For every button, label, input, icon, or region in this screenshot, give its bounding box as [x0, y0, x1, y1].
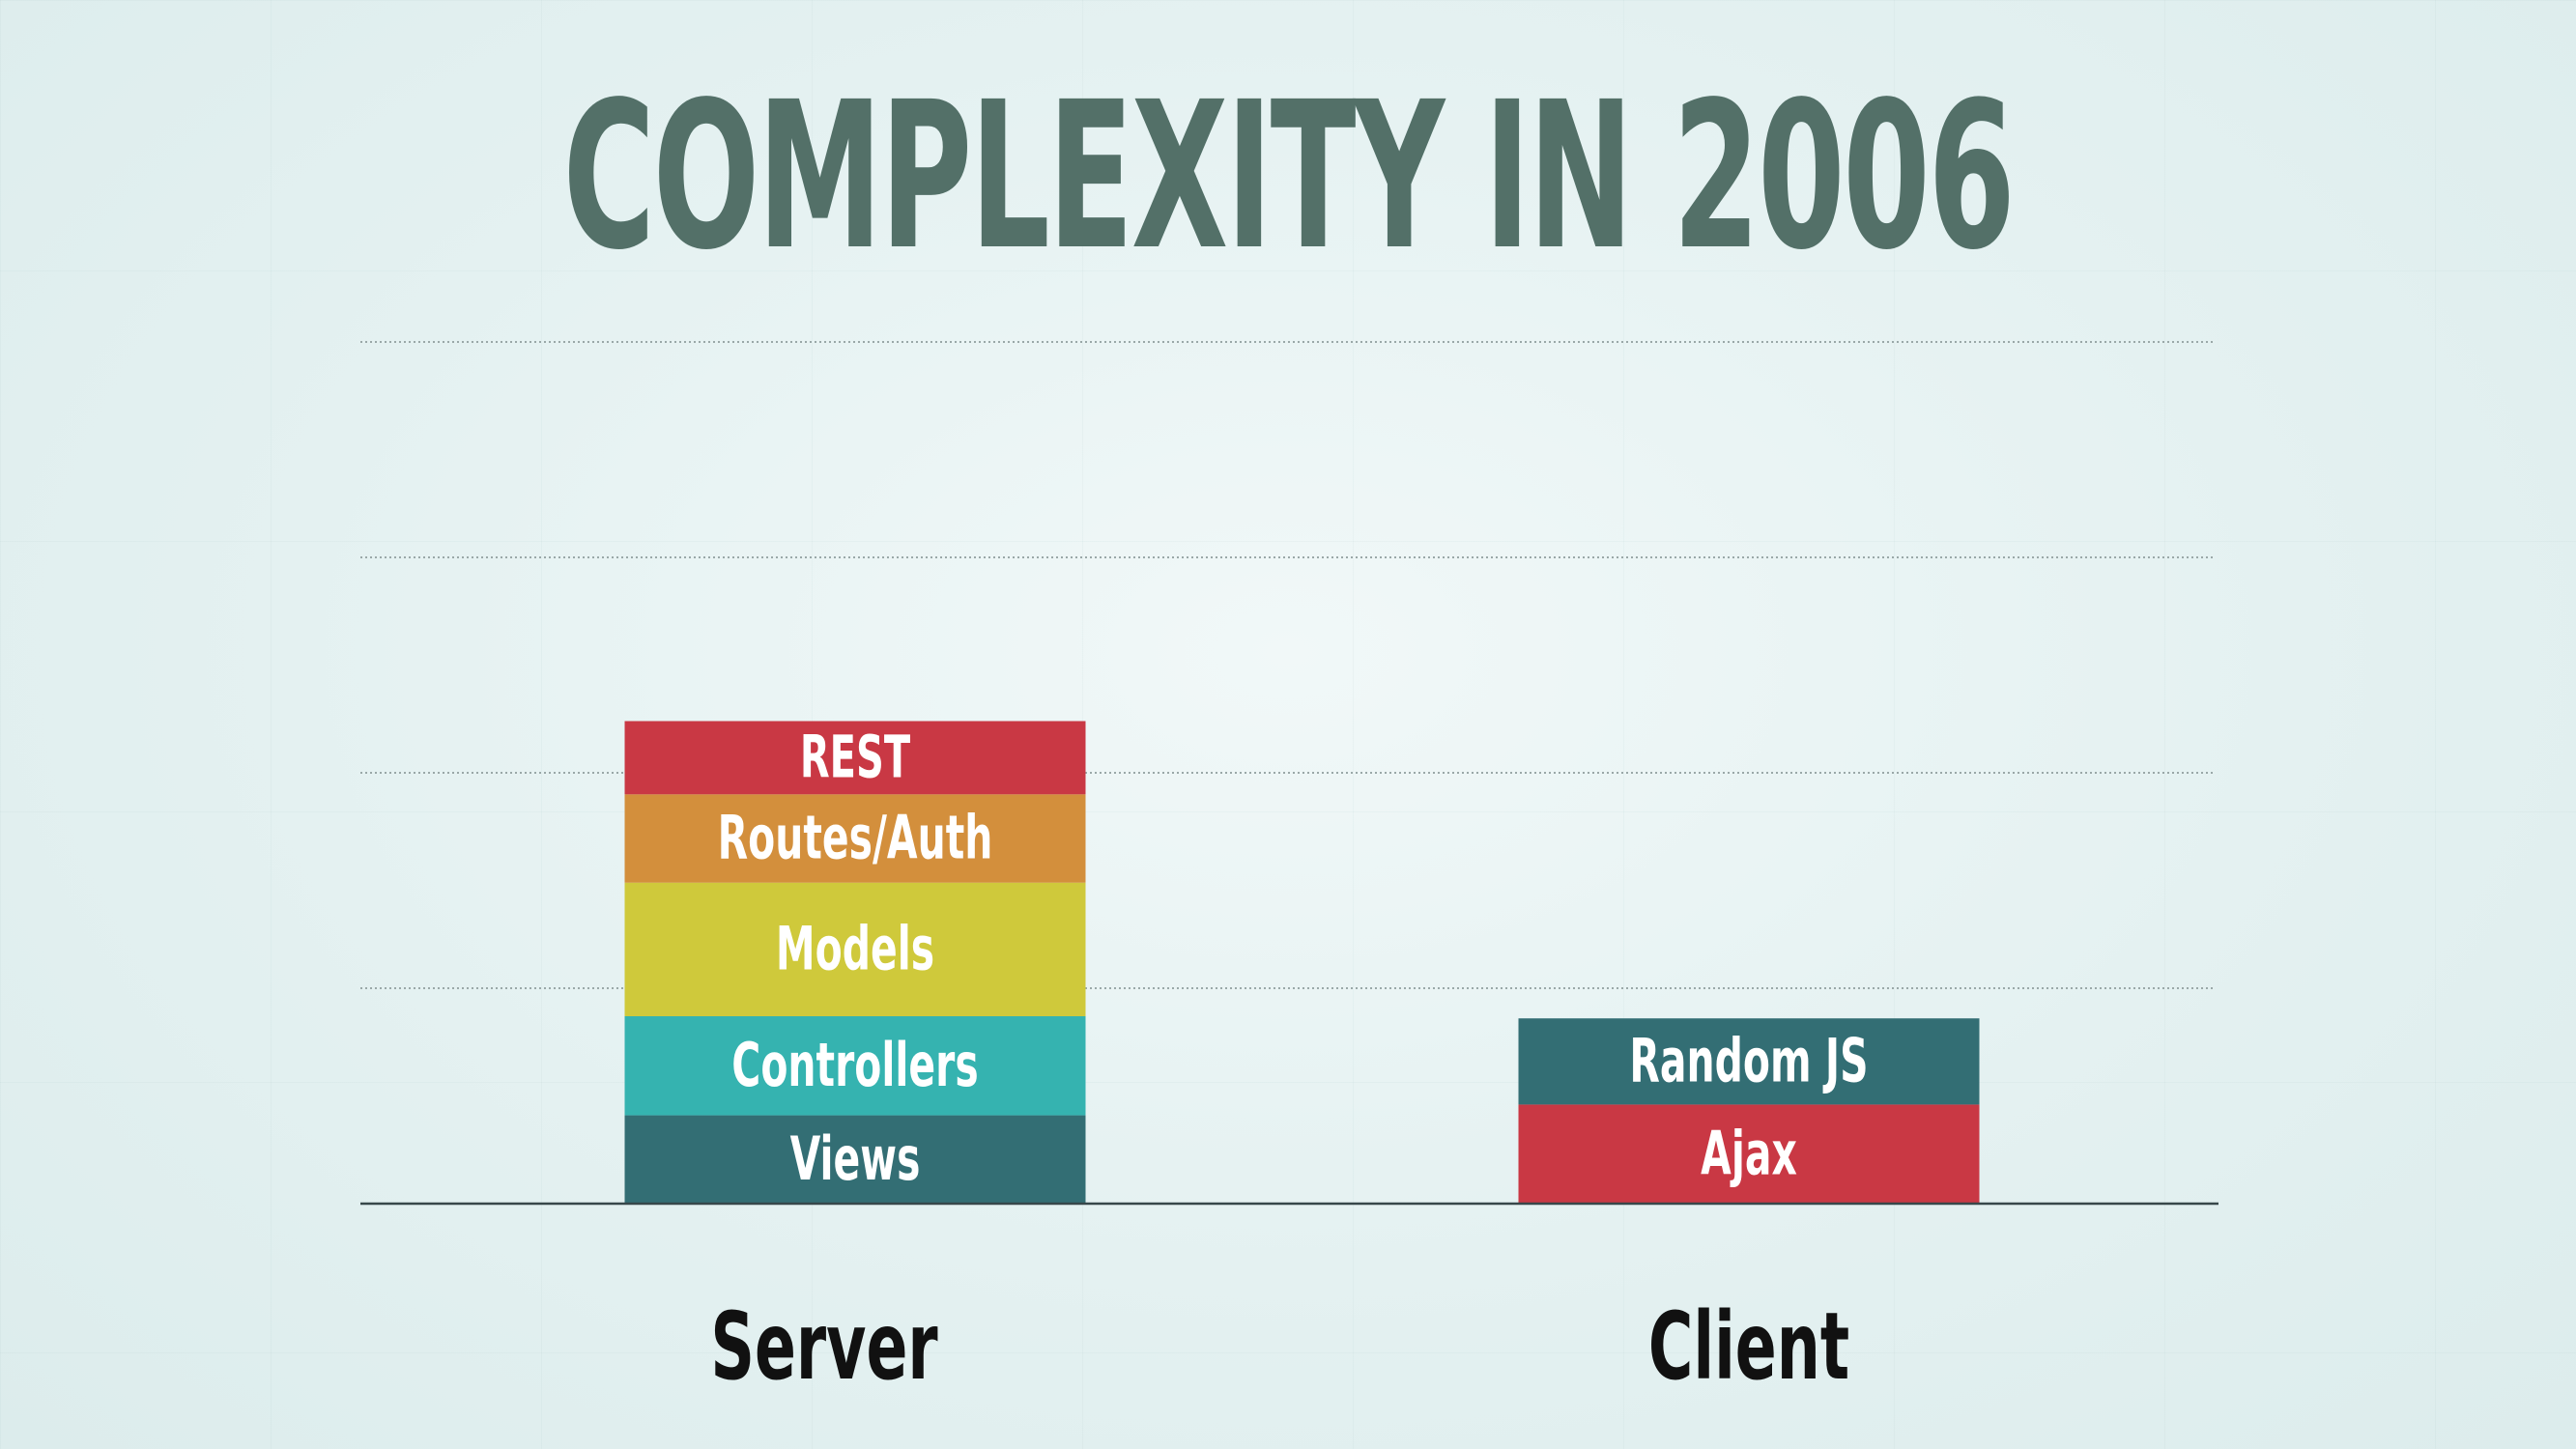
segment-label: Routes/Auth: [718, 804, 993, 873]
segment-label: Models: [776, 915, 934, 984]
segment-label: REST: [800, 724, 910, 792]
bar-segment: [624, 794, 1086, 883]
bar-segment: [1518, 1104, 1980, 1204]
segment-label: Random JS: [1629, 1027, 1868, 1096]
segment-label: Views: [790, 1124, 921, 1194]
slide-title: COMPLEXITY IN 2006: [562, 58, 2016, 295]
segment-label: Controllers: [731, 1031, 978, 1100]
bars: Views Controllers Models Routes/Auth REST Aja…: [624, 721, 1980, 1204]
segment-label: Ajax: [1701, 1120, 1797, 1189]
category-labels: Server Client: [710, 1294, 1849, 1402]
bar-segment: [1518, 1018, 1980, 1105]
bar-segment: [624, 1115, 1086, 1204]
category-label: Server: [710, 1294, 937, 1402]
category-label: Client: [1648, 1294, 1849, 1402]
bar-stack-server: Views Controllers Models Routes/Auth REST: [624, 721, 1086, 1204]
bar-segment: [624, 1015, 1086, 1116]
bar-stack-client: Ajax Random JS: [1518, 1018, 1980, 1204]
bar-segment: [624, 721, 1086, 795]
bar-segment: [624, 882, 1086, 1016]
